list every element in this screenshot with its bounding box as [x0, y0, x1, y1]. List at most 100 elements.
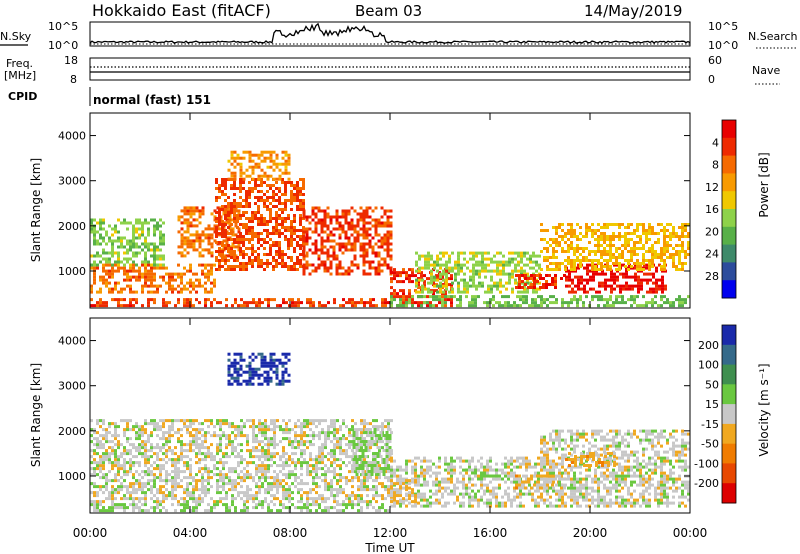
time-axis: 00:00 04:00 08:00 12:00 16:00 20:00 00:00 — [73, 113, 708, 540]
velocity-ytick-label-3: 4000 — [58, 335, 86, 348]
power-colorbar-swatch-6 — [722, 226, 736, 246]
velocity-colorbar-swatch-0 — [722, 325, 736, 346]
velocity-heatmap — [90, 352, 690, 513]
velocity-region-3 — [352, 428, 392, 476]
velocity-colorbar-swatch-4 — [722, 404, 736, 425]
noise-right-top-tick: 10^5 — [708, 20, 738, 33]
power-colorbar-tick-5: 24 — [705, 248, 719, 261]
power-colorbar-swatch-8 — [722, 262, 736, 281]
power-ytick-label-0: 1000 — [58, 265, 86, 278]
freq-label-line1: Freq. — [6, 57, 33, 70]
power-region-6 — [227, 150, 291, 181]
velocity-colorbar-swatch-6 — [722, 443, 736, 464]
velocity-colorbar-tick-3: 15 — [705, 398, 719, 411]
velocity-colorbar-swatch-1 — [722, 344, 736, 366]
time-tick-label-1: 04:00 — [173, 526, 208, 540]
noise-search-label: N.Search — [748, 30, 798, 43]
velocity-colorbar-tick-4: -15 — [701, 418, 719, 431]
velocity-ytick-label-1: 2000 — [58, 425, 86, 438]
velocity-colorbar-tick-1: 100 — [698, 359, 719, 372]
power-colorbar-swatch-3 — [722, 173, 736, 192]
velocity-region-0 — [90, 503, 390, 513]
velocity-colorbar-swatch-8 — [722, 483, 736, 504]
velocity-colorbar-tick-5: -50 — [701, 438, 719, 451]
power-colorbar-frame — [721, 119, 737, 299]
time-tick-label-3: 12:00 — [373, 526, 408, 540]
time-tick-label-2: 08:00 — [273, 526, 308, 540]
velocity-colorbar-tick-0: 200 — [698, 339, 719, 352]
power-colorbar-swatch-0 — [722, 120, 736, 139]
velocity-region-9 — [565, 452, 616, 467]
time-tick-label-6: 00:00 — [673, 526, 708, 540]
power-colorbar-swatch-9 — [722, 280, 736, 299]
power-colorbar-swatch-4 — [722, 191, 736, 210]
noise-left-bottom-tick: 10^0 — [48, 39, 78, 52]
nave-label: Nave — [752, 64, 780, 77]
power-ytick-label-1: 2000 — [58, 220, 86, 233]
time-axis-label: Time UT — [364, 541, 415, 554]
noise-sky-trace — [89, 22, 691, 44]
velocity-region-5 — [390, 479, 417, 504]
time-tick-label-0: 00:00 — [73, 526, 108, 540]
beam-label: Beam 03 — [355, 2, 422, 20]
power-heatmap — [90, 150, 690, 308]
power-colorbar-swatch-1 — [722, 137, 736, 157]
power-region-5 — [302, 206, 393, 276]
noise-right-bottom-tick: 10^0 — [708, 39, 738, 52]
power-y-axis: 1000 2000 3000 4000 — [58, 130, 690, 278]
cpid-mode-label: normal (fast) 151 — [93, 93, 211, 107]
velocity-colorbar-swatch-5 — [722, 423, 736, 445]
power-colorbar: 4 8 12 16 20 24 28 — [705, 119, 737, 299]
date-label: 14/May/2019 — [584, 2, 682, 20]
power-colorbar-swatch-7 — [722, 244, 736, 263]
velocity-colorbar: 200 100 50 15 -15 -50 -100 -200 — [694, 324, 737, 504]
power-region-12 — [390, 295, 690, 308]
power-colorbar-label: Power [dB] — [757, 152, 771, 217]
freq-right-top-tick: 60 — [708, 54, 722, 67]
power-region-11 — [540, 223, 690, 271]
power-region-9 — [515, 274, 566, 289]
velocity-colorbar-tick-2: 50 — [705, 378, 719, 391]
power-region-2 — [90, 218, 165, 267]
velocity-colorbar-swatch-7 — [722, 463, 736, 484]
power-colorbar-tick-1: 8 — [712, 159, 719, 172]
velocity-colorbar-label: Velocity [m s⁻¹] — [757, 363, 771, 456]
velocity-colorbar-frame — [721, 324, 737, 504]
velocity-y-label: Slant Range [km] — [29, 363, 43, 467]
velocity-colorbar-swatch-2 — [722, 364, 736, 385]
power-colorbar-swatch-2 — [722, 155, 736, 174]
velocity-region-2 — [227, 352, 291, 386]
freq-left-bottom-tick: 8 — [70, 73, 77, 86]
velocity-region-8 — [540, 429, 690, 508]
power-ytick-label-2: 3000 — [58, 175, 86, 188]
time-tick-label-5: 20:00 — [573, 526, 608, 540]
freq-left-top-tick: 18 — [64, 54, 78, 67]
velocity-colorbar-tick-6: -100 — [694, 457, 719, 470]
power-colorbar-tick-4: 20 — [705, 225, 719, 238]
noise-left-top-tick: 10^5 — [48, 20, 78, 33]
power-colorbar-tick-0: 4 — [712, 136, 719, 149]
velocity-region-6 — [465, 468, 504, 481]
power-ytick-label-3: 4000 — [58, 130, 86, 143]
time-tick-label-4: 16:00 — [473, 526, 508, 540]
cpid-label: CPID — [8, 90, 37, 103]
velocity-ytick-label-0: 1000 — [58, 470, 86, 483]
station-title: Hokkaido East (fitACF) — [92, 1, 271, 20]
power-colorbar-tick-6: 28 — [705, 270, 719, 283]
freq-right-bottom-tick: 0 — [708, 73, 715, 86]
power-y-label: Slant Range [km] — [29, 158, 43, 262]
power-region-0 — [90, 298, 390, 308]
power-colorbar-tick-2: 12 — [705, 181, 719, 194]
velocity-y-axis: 1000 2000 3000 4000 — [58, 335, 690, 483]
power-colorbar-tick-3: 16 — [705, 203, 719, 216]
power-region-1 — [90, 263, 216, 294]
velocity-colorbar-swatch-3 — [722, 384, 736, 405]
freq-label-line2: [MHz] — [4, 69, 36, 82]
power-region-8 — [415, 251, 541, 294]
velocity-colorbar-tick-7: -200 — [694, 477, 719, 490]
velocity-region-1 — [90, 419, 393, 504]
noise-panel-frame — [89, 21, 691, 47]
power-colorbar-swatch-5 — [722, 209, 736, 228]
freq-panel-frame — [89, 57, 691, 81]
